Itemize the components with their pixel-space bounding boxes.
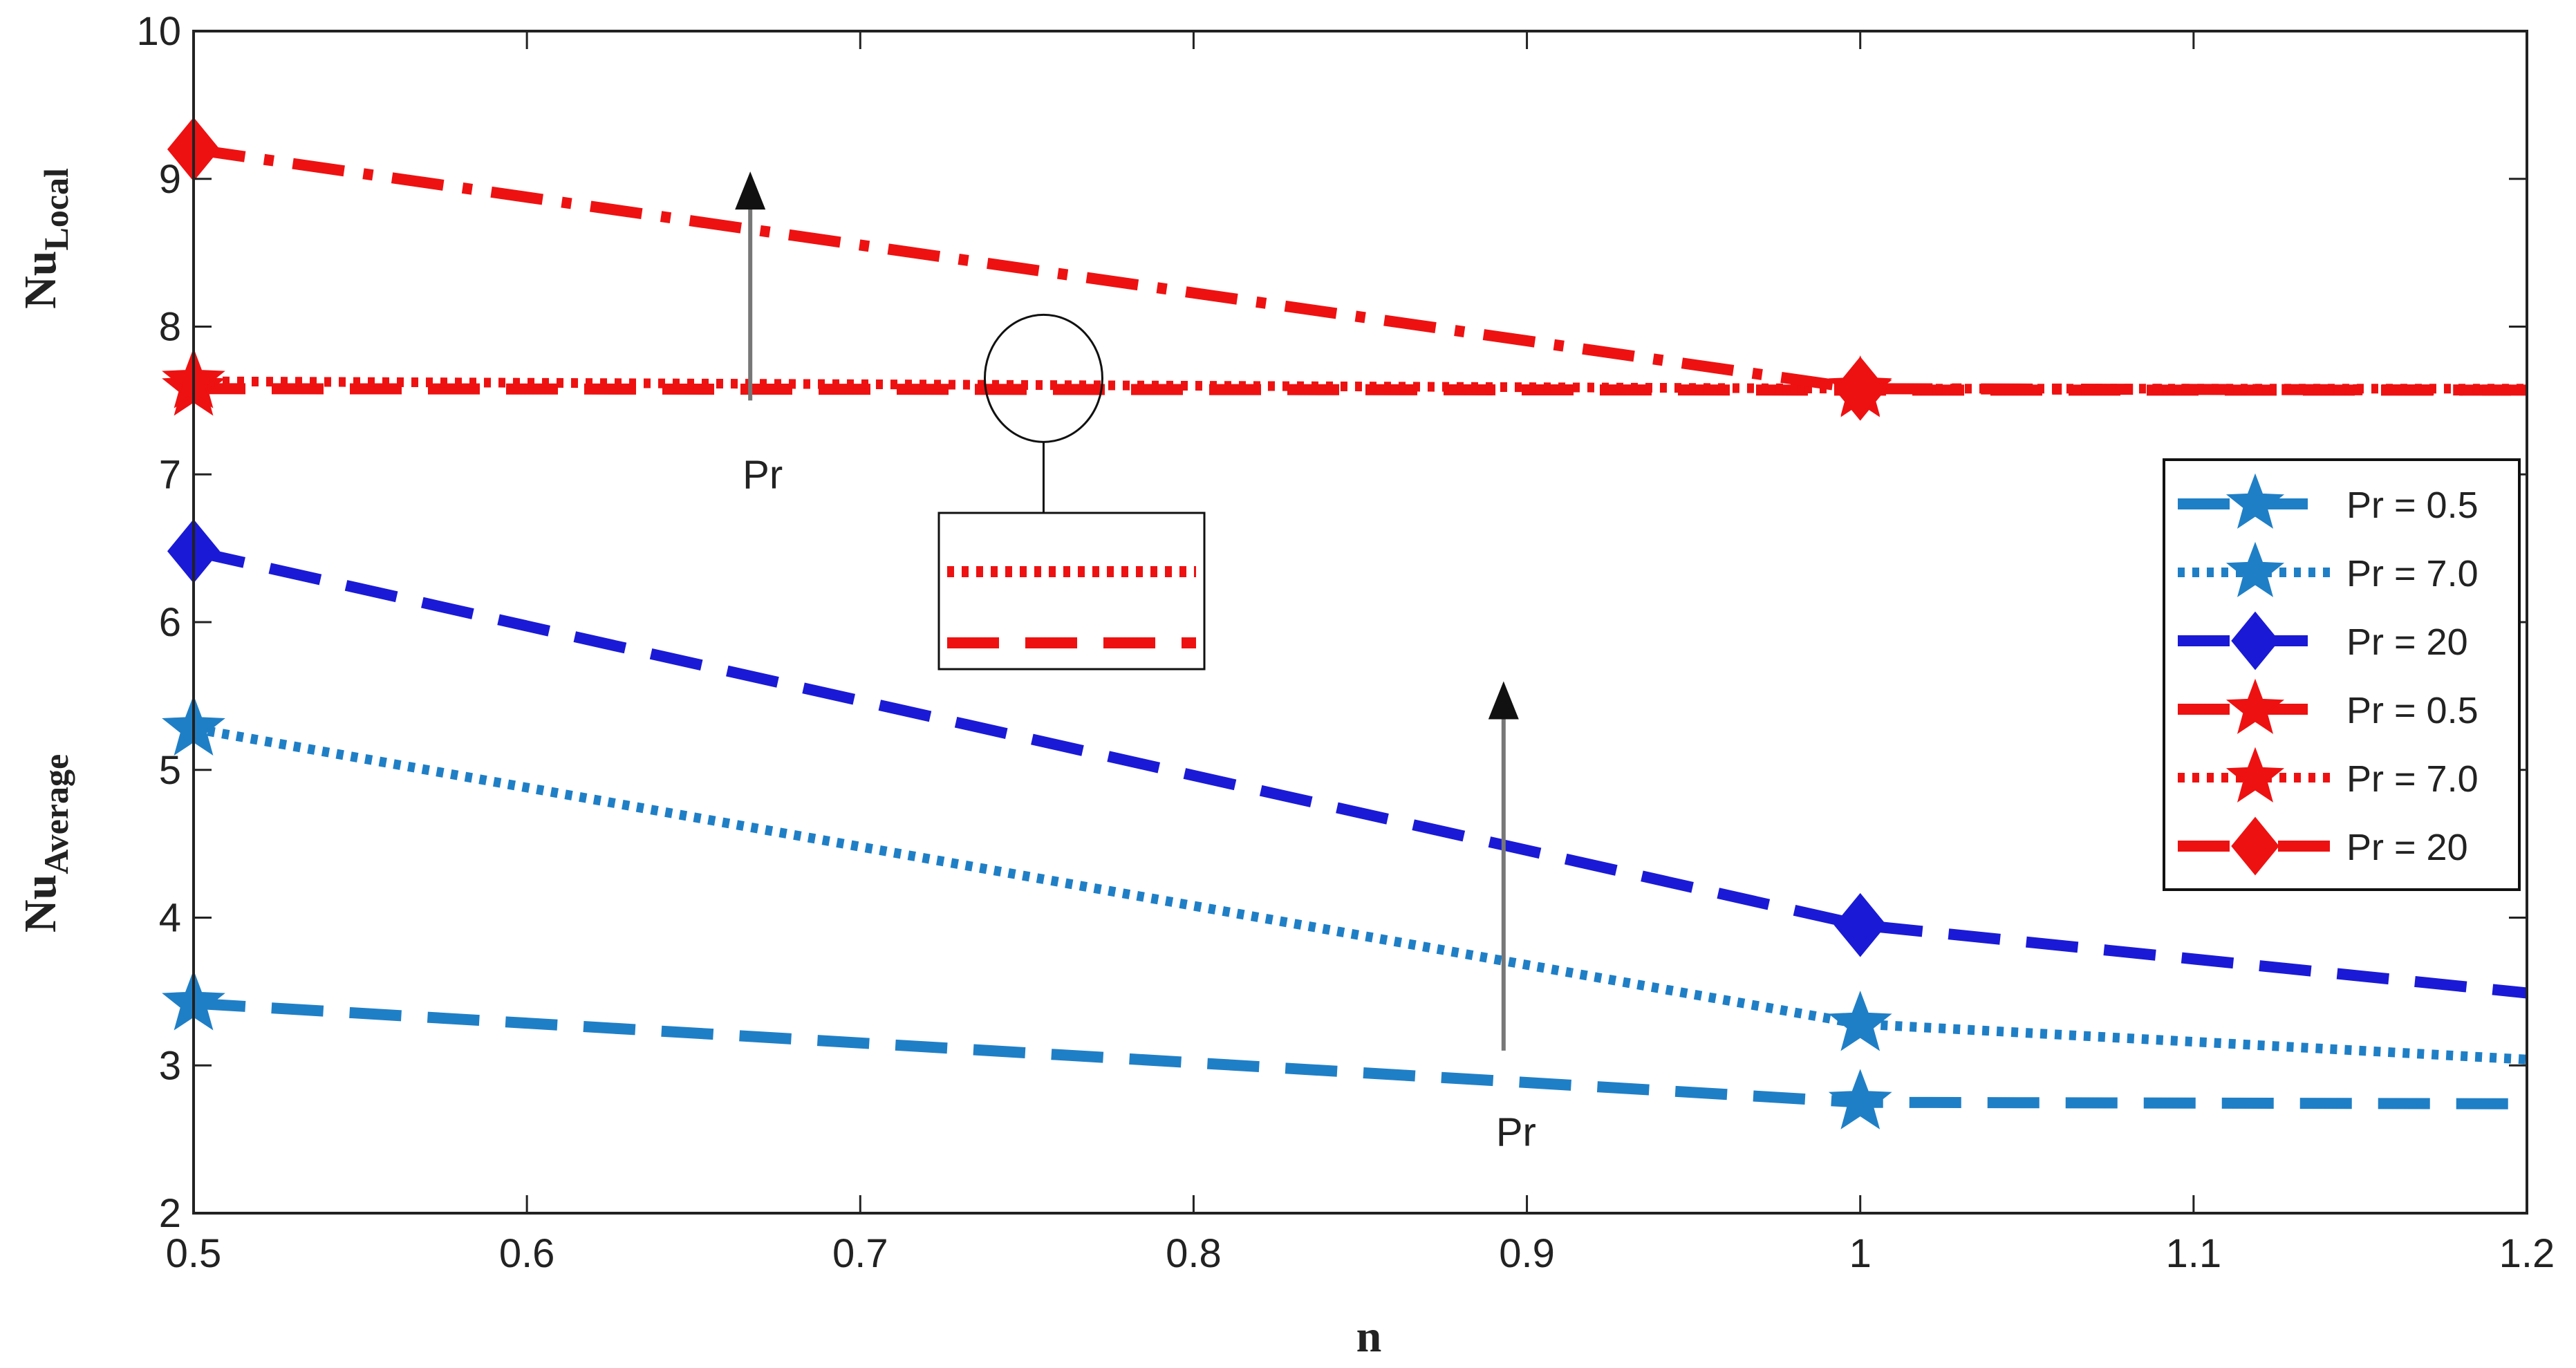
legend-label: Pr = 20: [2346, 827, 2468, 868]
axes-layer: 0.5 0.6 0.7 0.8 0.9 1 1.1 1.2 2 3 4 5 6 7 8 9 10: [136, 9, 2555, 1276]
y-axis-label-local: NuLocal: [15, 168, 75, 309]
y-label-local-sub: Local: [37, 168, 75, 251]
x-tick-label: 1.2: [2499, 1231, 2555, 1276]
legend-marker: [2231, 816, 2279, 876]
data-point: [1833, 356, 1887, 421]
x-tick-label: 0.7: [832, 1231, 888, 1276]
legend-label: Pr = 0.5: [2346, 485, 2479, 526]
legend-item: Pr = 7.0: [2178, 541, 2479, 597]
x-tick-label: 0.9: [1499, 1231, 1555, 1276]
labels-layer: n NuLocal NuAverage: [15, 168, 1381, 1362]
y-tick-label: 9: [159, 157, 181, 202]
legend-marker: [2231, 611, 2279, 671]
legend-label: Pr = 7.0: [2346, 758, 2479, 800]
legend-item: Pr = 0.5: [2178, 473, 2479, 529]
legend-marker: [2225, 678, 2285, 734]
legend-item: Pr = 0.5: [2178, 678, 2479, 734]
y-label-average-sub: Average: [37, 754, 75, 874]
legend-marker: [2225, 747, 2285, 803]
y-label-average-main: Nu: [15, 874, 66, 933]
y-tick-label: 8: [159, 305, 181, 350]
legend-label: Pr = 0.5: [2346, 690, 2479, 731]
y-tick-label: 3: [159, 1043, 181, 1088]
y-tick-label: 10: [136, 9, 181, 54]
zoom-inset: [937, 313, 1206, 671]
series-line: [192, 545, 2528, 999]
y-tick-label: 7: [159, 452, 181, 497]
y-tick-label: 2: [159, 1191, 181, 1236]
legend-label: Pr = 20: [2346, 621, 2468, 663]
data-point: [1828, 991, 1892, 1051]
legend-box: [2163, 458, 2521, 891]
legend-item: Pr = 7.0: [2178, 747, 2479, 803]
y-tick-label: 5: [159, 748, 181, 793]
data-point: [1833, 892, 1887, 957]
x-axis-label: n: [1356, 1311, 1382, 1362]
arrow-label: Pr: [743, 452, 783, 497]
legend-marker: [2225, 473, 2285, 529]
arrow-head: [1488, 681, 1519, 720]
series-line: [192, 724, 2528, 1065]
y-tick-label: 6: [159, 600, 181, 645]
y-axis-label-average: NuAverage: [15, 754, 75, 933]
legend-item: Pr = 20: [2178, 611, 2468, 671]
annotation-layer: Pr Pr: [735, 171, 1536, 1154]
y-tick-label: 4: [159, 896, 181, 941]
pr-arrow-annotation-1: Pr: [1488, 681, 1536, 1154]
data-point: [1828, 1069, 1892, 1130]
legend-item: Pr = 20: [2178, 816, 2468, 876]
x-tick-label: 0.8: [1166, 1231, 1222, 1276]
svg-text:NuAverage: NuAverage: [15, 754, 75, 933]
x-tick-label: 0.5: [166, 1231, 222, 1276]
y-label-local-main: Nu: [15, 251, 66, 309]
arrow-head: [735, 171, 766, 210]
x-tick-label: 1.1: [2166, 1231, 2222, 1276]
pr-arrow-annotation-0: Pr: [735, 171, 783, 497]
legend-label: Pr = 7.0: [2346, 553, 2479, 594]
legend: Pr = 0.5 Pr = 7.0 Pr = 20 Pr = 0.5 Pr = 7.0 P…: [2163, 458, 2521, 891]
x-tick-label: 1: [1849, 1231, 1872, 1276]
arrow-label: Pr: [1496, 1109, 1536, 1154]
svg-text:NuLocal: NuLocal: [15, 168, 75, 309]
x-tick-label: 0.6: [499, 1231, 555, 1276]
legend-marker: [2225, 541, 2285, 597]
